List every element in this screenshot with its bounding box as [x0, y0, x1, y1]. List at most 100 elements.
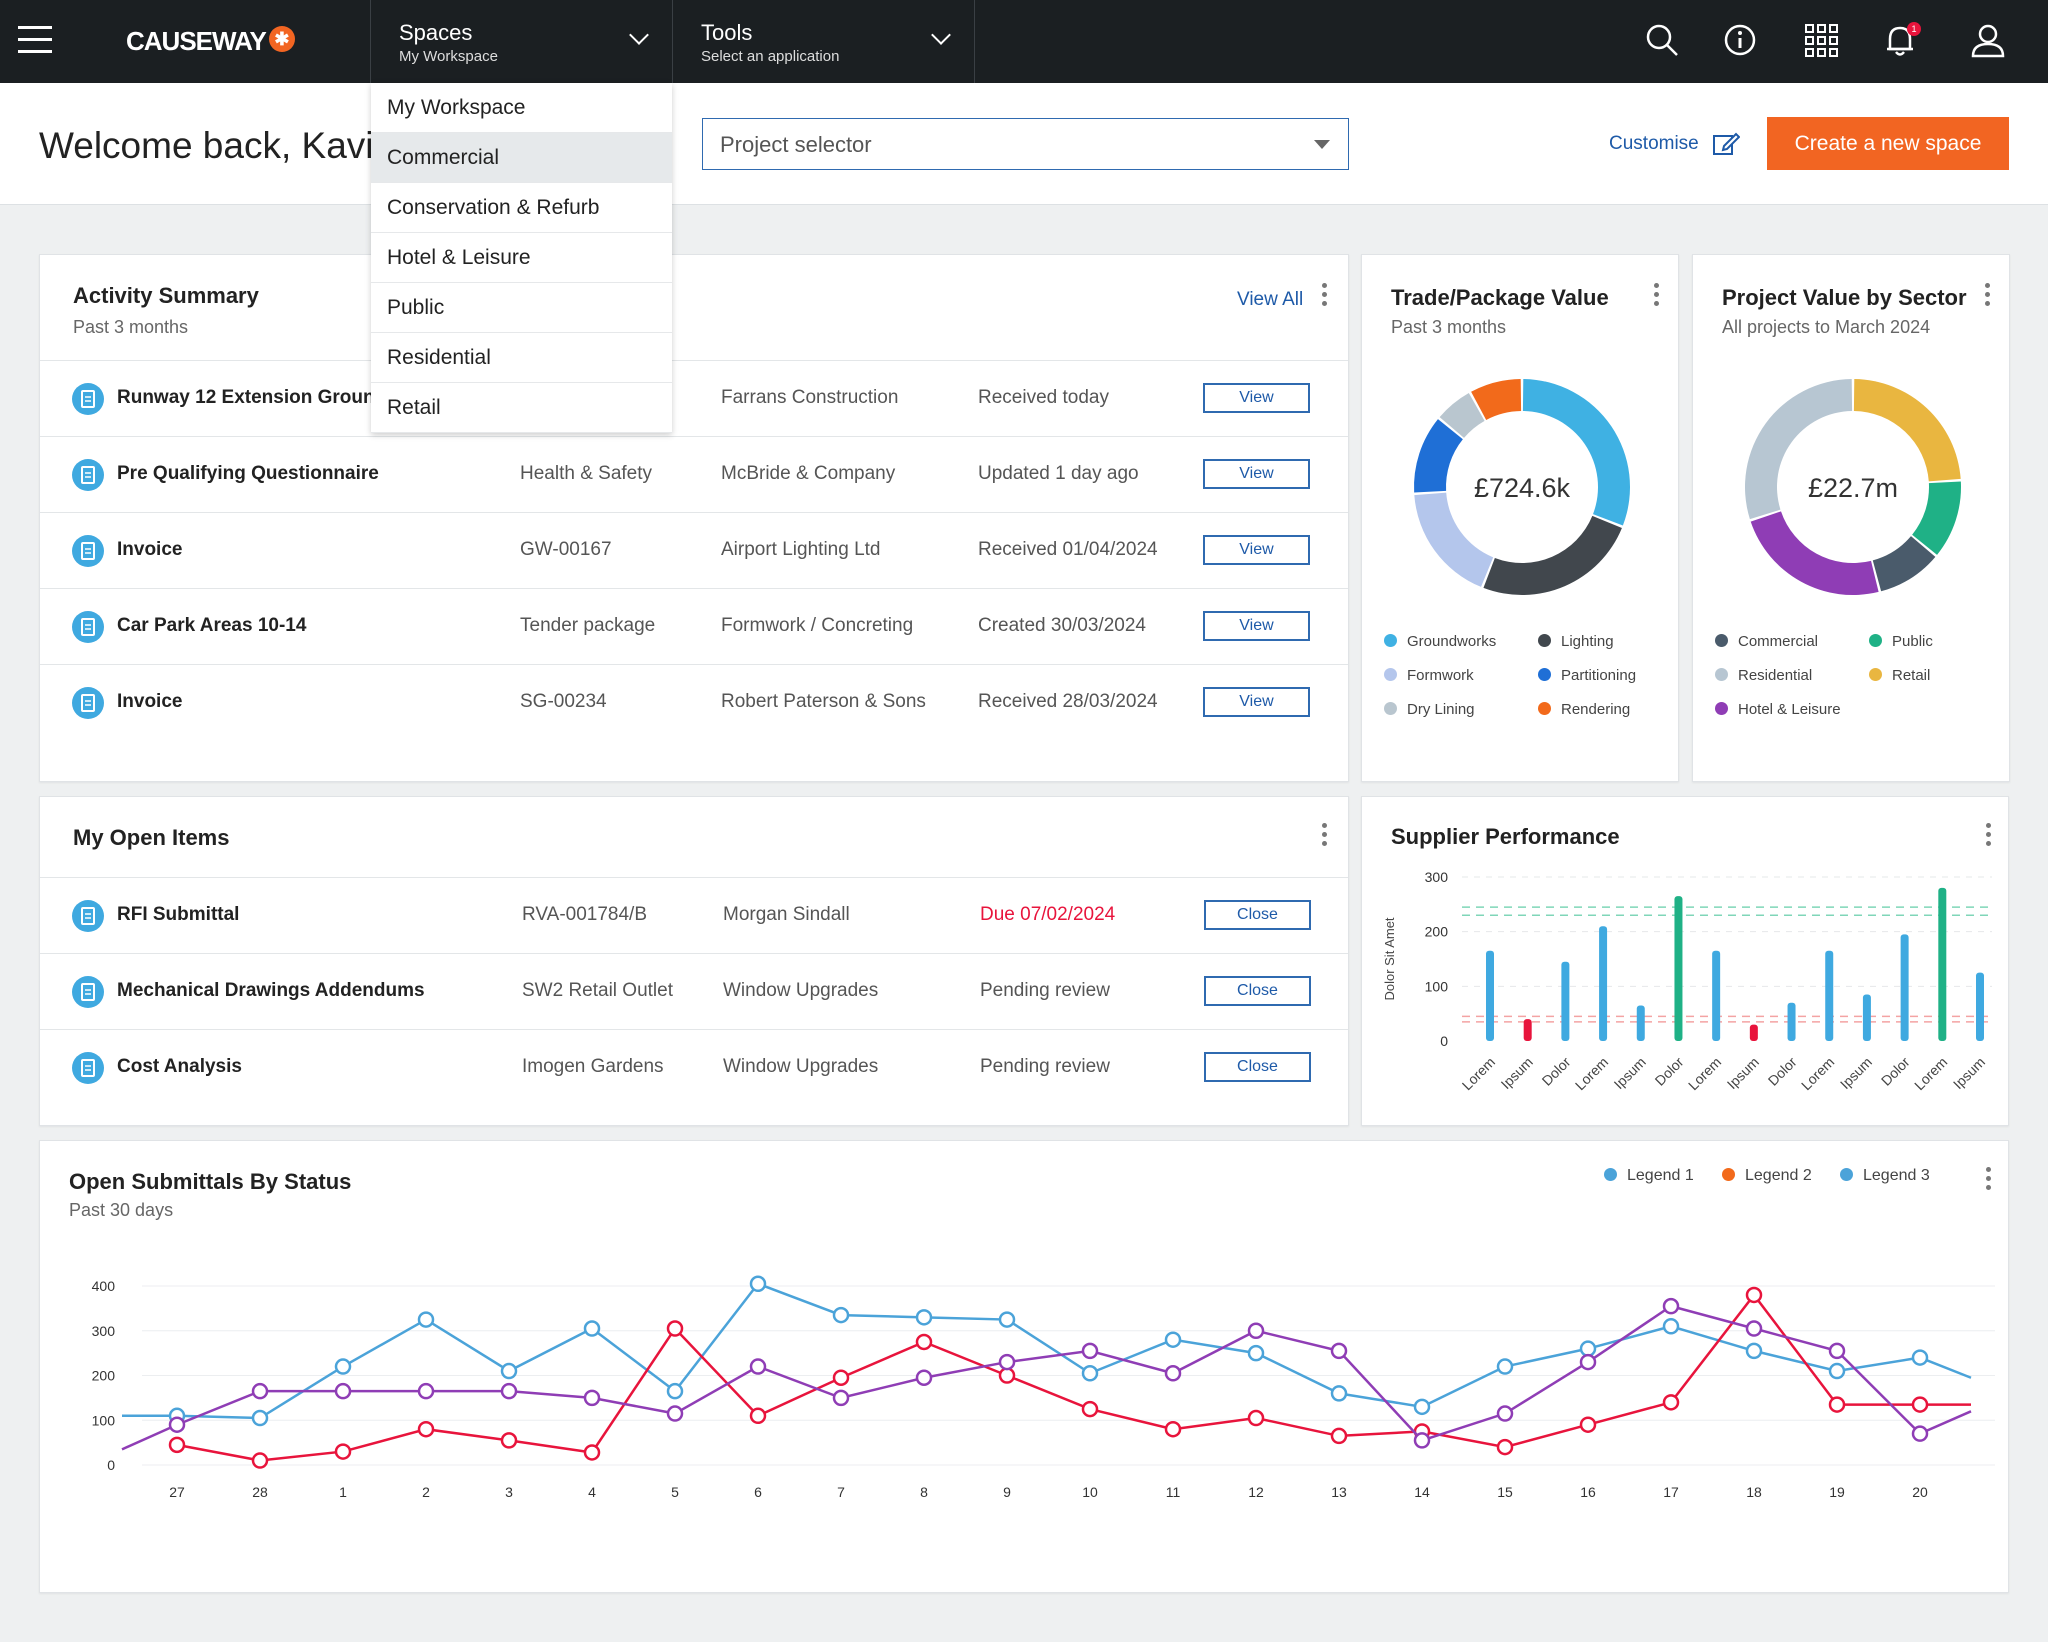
create-space-button[interactable]: Create a new space	[1767, 117, 2009, 170]
close-button[interactable]: Close	[1204, 976, 1311, 1006]
series-point[interactable]	[832, 1369, 850, 1386]
series-point[interactable]	[251, 1382, 269, 1400]
series-point[interactable]	[1247, 1322, 1265, 1339]
row-name[interactable]: Cost Analysis	[117, 1056, 242, 1077]
more-options-icon[interactable]	[1322, 823, 1328, 849]
series-point[interactable]	[1081, 1400, 1099, 1418]
series-point[interactable]	[168, 1416, 186, 1433]
series-point[interactable]	[1330, 1385, 1348, 1402]
series-point[interactable]	[998, 1353, 1016, 1371]
bar[interactable]	[1523, 1019, 1532, 1041]
spaces-menu-item[interactable]: Commercial	[371, 133, 672, 183]
series-point[interactable]	[1911, 1349, 1929, 1366]
view-button[interactable]: View	[1203, 687, 1310, 717]
series-point[interactable]	[749, 1275, 767, 1293]
bar[interactable]	[1599, 926, 1608, 1041]
series-point[interactable]	[1496, 1438, 1514, 1456]
bar[interactable]	[1486, 950, 1494, 1041]
series-point[interactable]	[417, 1382, 435, 1400]
series-point[interactable]	[1911, 1425, 1929, 1442]
series-point[interactable]	[583, 1389, 601, 1407]
donut-slice-lighting[interactable]	[1483, 515, 1622, 595]
bar[interactable]	[1938, 887, 1947, 1041]
view-button[interactable]: View	[1203, 611, 1310, 641]
series-point[interactable]	[251, 1452, 269, 1469]
more-options-icon[interactable]	[1654, 283, 1660, 309]
view-button[interactable]: View	[1203, 383, 1310, 413]
row-name[interactable]: Mechanical Drawings Addendums	[117, 980, 425, 1001]
search-icon[interactable]	[1642, 20, 1682, 60]
row-name[interactable]: Invoice	[117, 691, 183, 712]
bar[interactable]	[1749, 1024, 1758, 1041]
bar[interactable]	[1900, 934, 1909, 1041]
bar[interactable]	[1636, 1005, 1645, 1041]
series-point[interactable]	[666, 1320, 684, 1337]
spaces-menu-item[interactable]: My Workspace	[371, 83, 672, 133]
row-name[interactable]: Pre Qualifying Questionnaire	[117, 463, 379, 484]
close-button[interactable]: Close	[1204, 900, 1311, 930]
bar[interactable]	[1787, 1002, 1796, 1041]
bar[interactable]	[1825, 950, 1834, 1041]
series-point[interactable]	[1745, 1342, 1763, 1360]
view-button[interactable]: View	[1203, 535, 1310, 565]
bar[interactable]	[1862, 994, 1871, 1041]
series-point[interactable]	[915, 1333, 933, 1351]
series-point[interactable]	[1579, 1353, 1597, 1371]
tools-dropdown[interactable]: Tools Select an application	[672, 0, 975, 83]
user-icon[interactable]	[1968, 20, 2008, 60]
row-name[interactable]: RFI Submittal	[117, 904, 240, 925]
series-point[interactable]	[1745, 1286, 1763, 1304]
series-line[interactable]	[122, 1282, 1972, 1420]
series-point[interactable]	[583, 1320, 601, 1337]
series-point[interactable]	[334, 1443, 352, 1460]
causeway-logo[interactable]: CAUSEWAY ✱	[126, 26, 295, 57]
project-selector[interactable]: Project selector	[702, 118, 1349, 170]
donut-slice-public[interactable]	[1912, 481, 1961, 555]
more-options-icon[interactable]	[1986, 823, 1992, 849]
donut-slice-formwork[interactable]	[1414, 492, 1494, 587]
bar[interactable]	[1712, 950, 1721, 1041]
series-point[interactable]	[749, 1358, 767, 1375]
spaces-menu-item[interactable]: Hotel & Leisure	[371, 233, 672, 283]
series-point[interactable]	[1828, 1396, 1846, 1413]
series-point[interactable]	[1828, 1342, 1846, 1360]
series-point[interactable]	[666, 1382, 684, 1400]
spaces-menu-item[interactable]: Public	[371, 283, 672, 333]
row-name[interactable]: Car Park Areas 10-14	[117, 615, 307, 636]
series-point[interactable]	[749, 1407, 767, 1425]
series-point[interactable]	[1662, 1297, 1680, 1315]
donut-slice-dry-lining[interactable]	[1439, 392, 1485, 438]
series-point[interactable]	[334, 1382, 352, 1400]
menu-icon[interactable]	[18, 26, 52, 56]
series-point[interactable]	[998, 1311, 1016, 1328]
series-point[interactable]	[1496, 1358, 1514, 1375]
more-options-icon[interactable]	[1322, 283, 1328, 309]
row-name[interactable]: Runway 12 Extension Groun	[117, 387, 375, 408]
bar[interactable]	[1976, 972, 1984, 1041]
view-button[interactable]: View	[1203, 459, 1310, 489]
apps-grid-icon[interactable]	[1802, 20, 1842, 60]
series-point[interactable]	[1330, 1427, 1348, 1445]
series-point[interactable]	[1662, 1318, 1680, 1335]
series-point[interactable]	[500, 1382, 518, 1400]
series-point[interactable]	[1911, 1396, 1929, 1413]
series-point[interactable]	[1164, 1420, 1182, 1438]
series-point[interactable]	[666, 1405, 684, 1422]
series-point[interactable]	[1330, 1342, 1348, 1360]
series-point[interactable]	[1081, 1342, 1099, 1360]
donut-slice-partitioning[interactable]	[1414, 419, 1463, 493]
series-point[interactable]	[1413, 1398, 1431, 1416]
spaces-dropdown[interactable]: Spaces My Workspace	[370, 0, 672, 83]
series-point[interactable]	[1164, 1365, 1182, 1382]
series-point[interactable]	[1745, 1320, 1763, 1337]
close-button[interactable]: Close	[1204, 1052, 1311, 1082]
donut-slice-groundworks[interactable]	[1522, 379, 1630, 526]
series-point[interactable]	[1579, 1340, 1597, 1357]
more-options-icon[interactable]	[1985, 283, 1991, 309]
series-point[interactable]	[1247, 1344, 1265, 1362]
bar[interactable]	[1561, 961, 1570, 1041]
series-point[interactable]	[583, 1444, 601, 1461]
series-point[interactable]	[915, 1369, 933, 1386]
series-point[interactable]	[1828, 1362, 1846, 1380]
bar[interactable]	[1674, 896, 1683, 1041]
